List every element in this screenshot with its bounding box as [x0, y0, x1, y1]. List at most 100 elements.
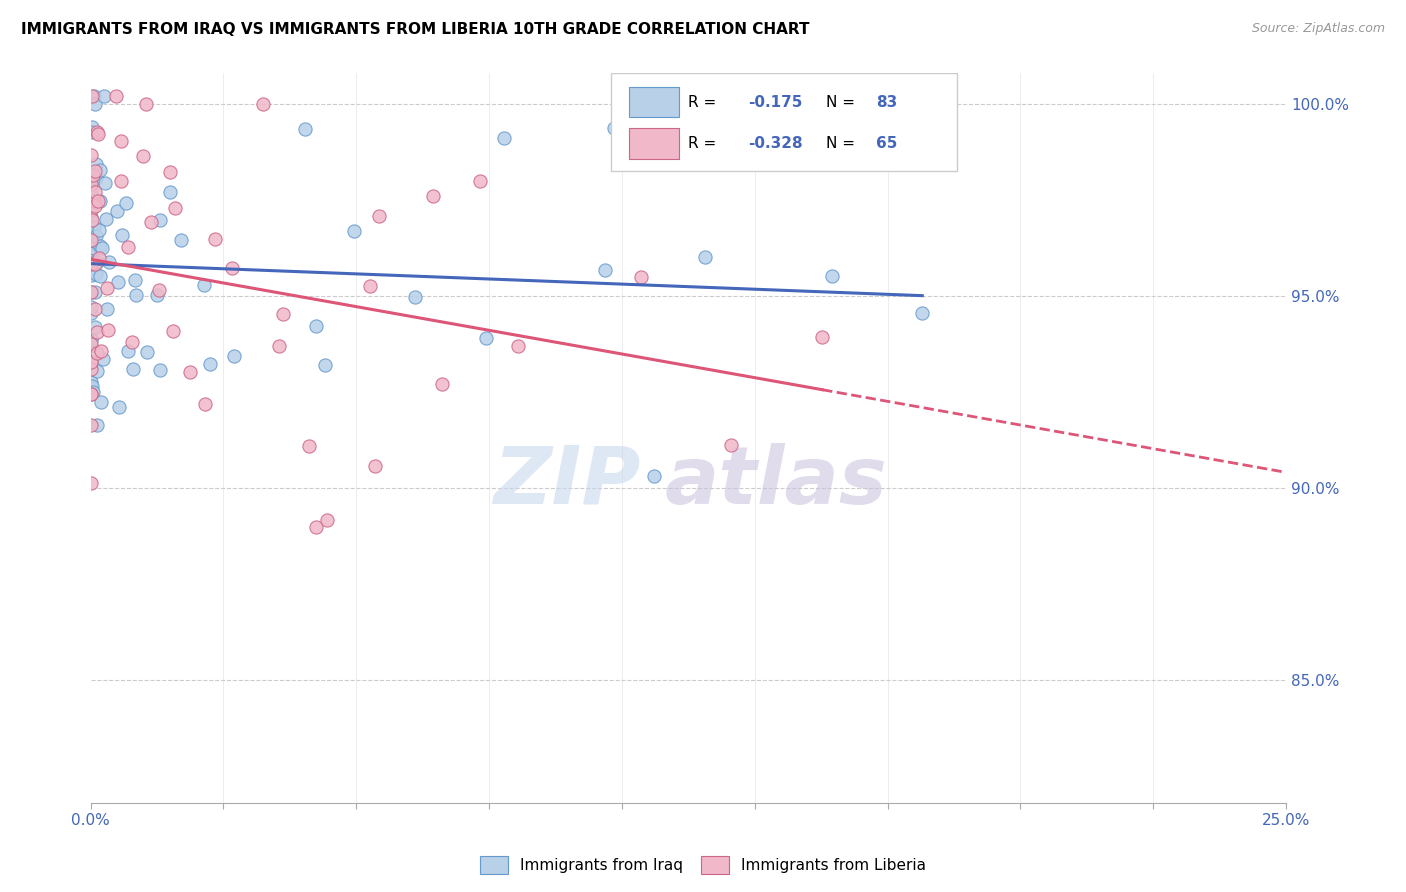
- Point: [80, 89, 103, 103]
- Point: [146, 288, 169, 302]
- Point: [96, 281, 118, 295]
- Point: [80, 236, 103, 251]
- FancyBboxPatch shape: [628, 128, 679, 159]
- Point: [124, 272, 146, 286]
- Point: [79, 236, 101, 251]
- Point: [94, 212, 117, 227]
- Point: [267, 339, 290, 353]
- Point: [298, 439, 321, 453]
- Point: [135, 97, 157, 112]
- Point: [315, 513, 337, 527]
- Point: [80, 268, 103, 282]
- Point: [294, 122, 316, 136]
- Point: [89, 268, 111, 283]
- Point: [179, 365, 201, 379]
- Point: [224, 349, 246, 363]
- Point: [80, 213, 103, 227]
- Text: R =: R =: [689, 136, 721, 152]
- Point: [204, 232, 226, 246]
- Point: [98, 255, 121, 269]
- Point: [84, 257, 107, 271]
- Point: [80, 148, 103, 162]
- Text: R =: R =: [689, 95, 721, 110]
- Point: [492, 131, 515, 145]
- Point: [359, 279, 381, 293]
- Point: [80, 355, 103, 369]
- Point: [90, 394, 112, 409]
- Point: [79, 285, 101, 299]
- Point: [630, 270, 652, 285]
- Point: [82, 168, 104, 182]
- Text: N =: N =: [825, 136, 859, 152]
- Point: [83, 169, 105, 184]
- Point: [304, 520, 326, 534]
- Point: [90, 344, 112, 359]
- Point: [121, 334, 143, 349]
- Point: [693, 250, 716, 264]
- Point: [468, 174, 491, 188]
- Point: [79, 300, 101, 314]
- Point: [80, 332, 103, 346]
- Point: [80, 380, 103, 394]
- Legend: Immigrants from Iraq, Immigrants from Liberia: Immigrants from Iraq, Immigrants from Li…: [474, 850, 932, 880]
- Point: [271, 307, 294, 321]
- Point: [105, 89, 128, 103]
- Point: [96, 302, 118, 317]
- Point: [86, 255, 108, 269]
- Point: [194, 397, 217, 411]
- Point: [80, 285, 103, 299]
- Point: [170, 233, 193, 247]
- Point: [86, 417, 108, 432]
- Point: [93, 89, 115, 103]
- Point: [80, 337, 103, 351]
- Point: [86, 325, 108, 339]
- Point: [595, 263, 617, 277]
- Point: [97, 323, 120, 337]
- Point: [159, 185, 181, 199]
- Point: [79, 178, 101, 192]
- Point: [80, 387, 103, 401]
- Point: [105, 204, 128, 219]
- Point: [506, 339, 529, 353]
- Point: [79, 168, 101, 182]
- Point: [83, 234, 105, 248]
- Text: 83: 83: [876, 95, 897, 110]
- Point: [79, 305, 101, 319]
- Point: [821, 268, 844, 283]
- Point: [84, 157, 107, 171]
- Point: [79, 258, 101, 272]
- Text: IMMIGRANTS FROM IRAQ VS IMMIGRANTS FROM LIBERIA 10TH GRADE CORRELATION CHART: IMMIGRANTS FROM IRAQ VS IMMIGRANTS FROM …: [21, 22, 810, 37]
- Point: [117, 343, 139, 358]
- Point: [132, 149, 155, 163]
- Point: [89, 162, 111, 177]
- Point: [110, 174, 132, 188]
- Point: [305, 318, 328, 333]
- Point: [84, 96, 107, 111]
- Point: [82, 255, 104, 269]
- Point: [83, 199, 105, 213]
- Point: [80, 202, 103, 217]
- Point: [603, 121, 626, 136]
- Point: [84, 171, 107, 186]
- Point: [720, 438, 742, 452]
- Point: [162, 324, 184, 338]
- Point: [86, 194, 108, 209]
- Point: [79, 339, 101, 353]
- Point: [82, 384, 104, 399]
- Point: [114, 196, 136, 211]
- Point: [911, 305, 934, 319]
- Point: [80, 225, 103, 239]
- Point: [80, 418, 103, 433]
- Point: [84, 285, 107, 299]
- Point: [79, 177, 101, 191]
- Point: [149, 213, 172, 227]
- Text: ZIP: ZIP: [494, 442, 641, 521]
- Text: -0.328: -0.328: [748, 136, 803, 152]
- Point: [91, 352, 114, 367]
- Point: [475, 331, 498, 345]
- Point: [89, 239, 111, 253]
- Point: [430, 377, 453, 392]
- Text: N =: N =: [825, 95, 859, 110]
- Point: [80, 333, 103, 347]
- Point: [80, 375, 103, 389]
